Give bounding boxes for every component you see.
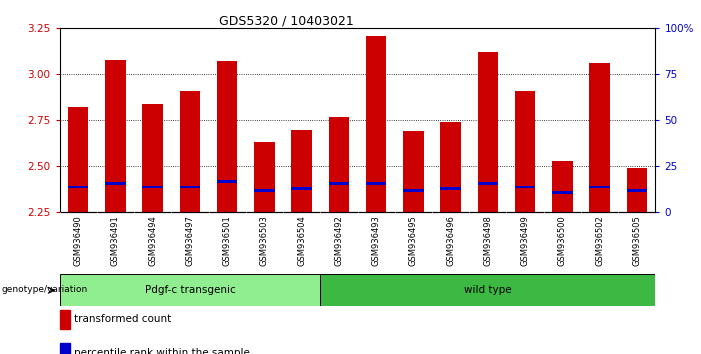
Text: transformed count: transformed count bbox=[74, 314, 172, 324]
Bar bbox=[292, 187, 312, 190]
Bar bbox=[590, 63, 610, 212]
Bar bbox=[440, 122, 461, 212]
Bar bbox=[217, 180, 238, 183]
Bar bbox=[60, 274, 320, 306]
Bar bbox=[142, 185, 163, 188]
Title: GDS5320 / 10403021: GDS5320 / 10403021 bbox=[219, 14, 353, 27]
Bar bbox=[366, 36, 386, 212]
Bar bbox=[68, 108, 88, 212]
Text: Pdgf-c transgenic: Pdgf-c transgenic bbox=[144, 285, 236, 295]
Bar bbox=[60, 310, 70, 329]
Bar bbox=[627, 189, 647, 192]
Text: GSM936490: GSM936490 bbox=[74, 216, 83, 266]
Text: GSM936500: GSM936500 bbox=[558, 216, 567, 266]
Text: GSM936497: GSM936497 bbox=[186, 216, 194, 266]
Bar bbox=[366, 182, 386, 185]
Text: GSM936492: GSM936492 bbox=[334, 216, 343, 266]
Bar bbox=[552, 161, 573, 212]
Bar bbox=[60, 343, 70, 354]
Bar bbox=[320, 274, 655, 306]
Bar bbox=[179, 185, 200, 188]
Bar bbox=[515, 185, 536, 188]
Text: GSM936496: GSM936496 bbox=[446, 216, 455, 266]
Bar bbox=[515, 91, 536, 212]
Text: GSM936493: GSM936493 bbox=[372, 216, 381, 266]
Text: GSM936502: GSM936502 bbox=[595, 216, 604, 266]
Bar bbox=[329, 182, 349, 185]
Text: GSM936495: GSM936495 bbox=[409, 216, 418, 266]
Bar bbox=[477, 182, 498, 185]
Bar bbox=[217, 62, 238, 212]
Bar bbox=[68, 185, 88, 188]
Bar bbox=[292, 130, 312, 212]
Bar bbox=[105, 182, 125, 185]
Bar bbox=[142, 104, 163, 212]
Text: GSM936501: GSM936501 bbox=[223, 216, 231, 266]
Text: GSM936504: GSM936504 bbox=[297, 216, 306, 266]
Bar bbox=[403, 189, 423, 192]
Bar bbox=[552, 191, 573, 194]
Text: GSM936499: GSM936499 bbox=[521, 216, 529, 266]
Text: genotype/variation: genotype/variation bbox=[1, 285, 88, 294]
Text: wild type: wild type bbox=[464, 285, 512, 295]
Bar bbox=[403, 131, 423, 212]
Bar bbox=[627, 168, 647, 212]
Bar bbox=[477, 52, 498, 212]
Text: GSM936498: GSM936498 bbox=[484, 216, 492, 266]
Bar bbox=[590, 185, 610, 188]
Text: GSM936494: GSM936494 bbox=[148, 216, 157, 266]
Bar bbox=[105, 59, 125, 212]
Bar bbox=[254, 142, 275, 212]
Text: GSM936503: GSM936503 bbox=[260, 216, 269, 266]
Bar bbox=[329, 117, 349, 212]
Text: percentile rank within the sample: percentile rank within the sample bbox=[74, 348, 250, 354]
Bar bbox=[254, 189, 275, 192]
Text: GSM936491: GSM936491 bbox=[111, 216, 120, 266]
Text: GSM936505: GSM936505 bbox=[632, 216, 641, 266]
Bar bbox=[440, 187, 461, 190]
Bar bbox=[179, 91, 200, 212]
